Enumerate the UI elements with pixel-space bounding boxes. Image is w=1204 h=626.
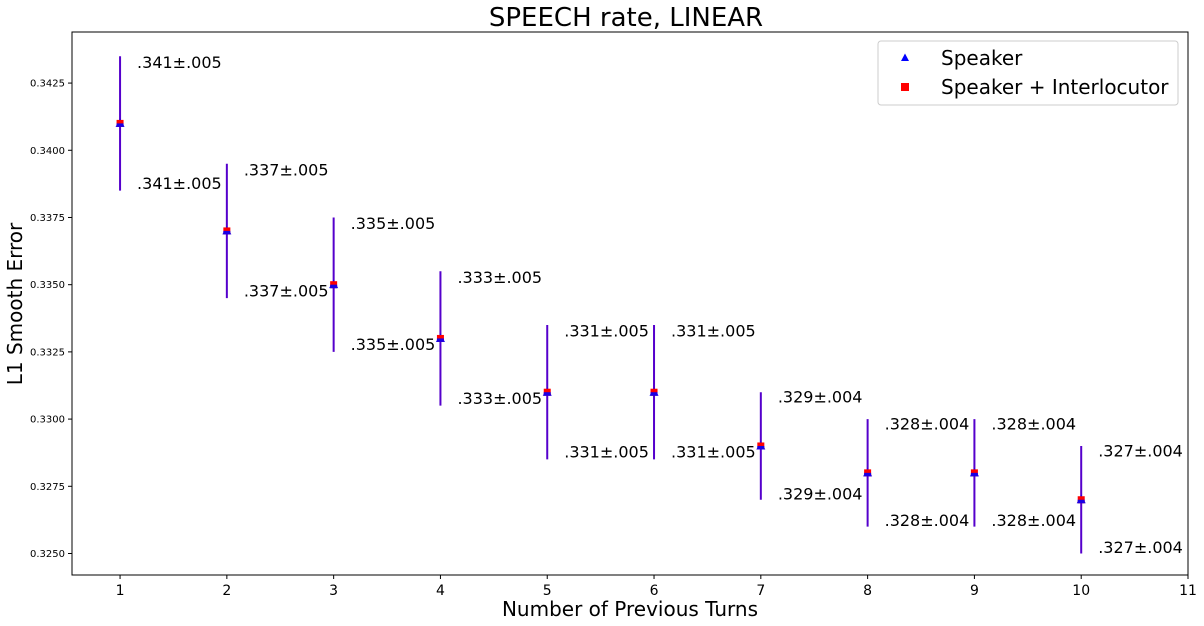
speaker-interlocutor-annotation: .331±.005: [671, 322, 756, 341]
legend-label-speaker: Speaker: [941, 46, 1023, 70]
y-tick-label: 0.3250: [30, 549, 65, 560]
y-tick-label: 0.3325: [30, 347, 65, 358]
x-tick-label: 3: [329, 583, 338, 599]
speaker-annotation: .331±.005: [671, 443, 756, 462]
speaker-marker-overlap: [650, 392, 658, 396]
speaker-marker-overlap: [970, 472, 978, 477]
x-tick-label: 8: [863, 583, 872, 599]
speaker-annotation: .328±.004: [991, 511, 1076, 530]
error-bars: [119, 56, 1083, 554]
speaker-marker-overlap: [1077, 499, 1085, 504]
plot-frame: [71, 31, 1189, 576]
x-axis-title: Number of Previous Turns: [502, 597, 758, 621]
legend: Speaker Speaker + Interlocutor: [877, 40, 1179, 106]
speaker-interlocutor-annotation: .333±.005: [457, 268, 542, 287]
y-tick-label: 0.3300: [30, 415, 65, 426]
x-tick-label: 11: [1179, 583, 1197, 599]
speaker-interlocutor-annotation: .328±.004: [885, 414, 970, 433]
speaker-marker-overlap: [116, 123, 124, 127]
x-tick-label: 4: [436, 583, 445, 599]
speaker-annotation: .328±.004: [885, 511, 970, 530]
speaker-marker-overlap: [223, 230, 231, 235]
legend-label-speaker-interlocutor: Speaker + Interlocutor: [941, 75, 1169, 99]
speaker-interlocutor-annotation: .328±.004: [991, 414, 1076, 433]
speaker-marker-overlap: [864, 472, 872, 477]
y-axis: 0.3250 0.3275 0.3300 0.3325 0.3350 0.3375 0.34…: [30, 79, 72, 560]
speaker-annotation: .327±.004: [1098, 538, 1183, 557]
value-annotations: .341±.005 .341±.005 .337±.005 .337±.005 .335…: [137, 53, 1183, 557]
x-axis: 1 2 3 4 5 6 7 8 9 10 11: [116, 575, 1197, 599]
x-tick-label: 1: [116, 583, 125, 599]
speaker-interlocutor-annotation: .335±.005: [351, 214, 436, 233]
speaker-marker-overlap: [543, 392, 551, 396]
x-tick-label: 5: [543, 583, 552, 599]
speaker-marker-overlap: [330, 284, 338, 289]
data-markers: [115, 118, 1086, 504]
speaker-annotation: .337±.005: [244, 281, 329, 300]
y-tick-label: 0.3350: [30, 280, 65, 291]
speaker-annotation: .329±.004: [778, 484, 863, 503]
x-tick-label: 6: [650, 583, 659, 599]
speaker-interlocutor-annotation: .329±.004: [778, 388, 863, 407]
y-tick-label: 0.3400: [30, 146, 65, 157]
speaker-interlocutor-annotation: .341±.005: [137, 53, 222, 72]
speaker-annotation: .341±.005: [137, 174, 222, 193]
x-tick-label: 2: [222, 583, 231, 599]
speaker-annotation: .331±.005: [564, 443, 649, 462]
speaker-interlocutor-annotation: .327±.004: [1098, 441, 1183, 460]
legend-square-marker: [901, 83, 909, 91]
chart-title: SPEECH rate, LINEAR: [489, 3, 763, 33]
x-tick-label: 7: [756, 583, 765, 599]
speaker-marker-overlap: [757, 445, 765, 450]
y-tick-label: 0.3275: [30, 482, 65, 493]
legend-triangle-marker: [901, 53, 909, 61]
y-tick-label: 0.3425: [30, 79, 65, 90]
y-axis-title: L1 Smooth Error: [3, 222, 27, 385]
speaker-marker-overlap: [436, 338, 444, 342]
speaker-annotation: .333±.005: [457, 389, 542, 408]
speaker-interlocutor-annotation: .331±.005: [564, 322, 649, 341]
x-tick-label: 10: [1072, 583, 1090, 599]
y-tick-label: 0.3375: [30, 213, 65, 224]
x-tick-label: 9: [970, 583, 979, 599]
speaker-interlocutor-annotation: .337±.005: [244, 160, 329, 179]
speaker-annotation: .335±.005: [351, 335, 436, 354]
legend-box: [877, 40, 1179, 106]
